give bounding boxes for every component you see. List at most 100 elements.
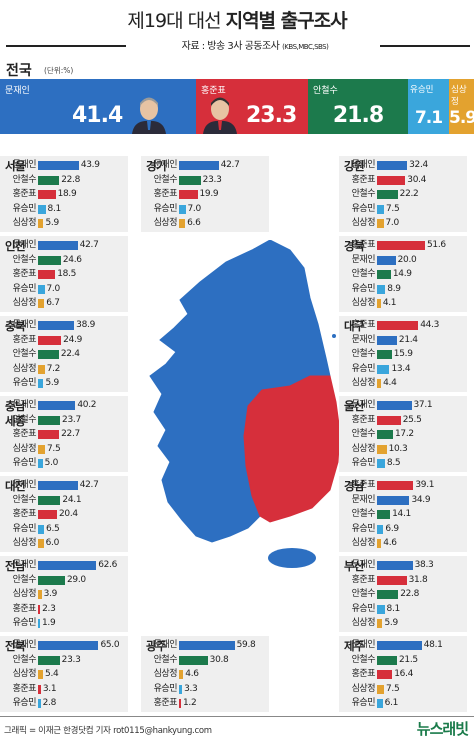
national-percentage: 23.3 <box>246 103 297 128</box>
candidate-name: 심상정 <box>12 443 37 454</box>
result-row: 홍준표 39.1 <box>339 479 467 492</box>
result-value: 39.1 <box>415 480 435 490</box>
result-value: 18.5 <box>57 269 77 279</box>
result-row: 안철수 22.8 <box>0 174 128 187</box>
result-value: 22.7 <box>61 429 80 439</box>
result-value: 7.0 <box>187 203 202 214</box>
result-bar <box>38 415 61 425</box>
candidate-name: 문재인 <box>12 640 37 650</box>
result-row: 안철수 24.6 <box>0 254 128 267</box>
candidate-name: 심상정 <box>12 669 37 679</box>
result-value: 7.5 <box>46 443 61 454</box>
result-row: 문재인 20.0 <box>339 254 467 267</box>
result-bar <box>377 561 413 570</box>
result-row: 심상정 7.2 <box>0 363 128 376</box>
result-row: 홍준표 1.2 <box>141 697 269 710</box>
result-row: 홍준표 16.4 <box>339 668 467 681</box>
result-bar <box>38 299 45 308</box>
result-bar <box>377 444 387 454</box>
candidate-name: 안철수 <box>12 174 37 185</box>
national-candidate-name: 유승민 <box>410 85 434 95</box>
region-card: 인천 문재인 42.7 안철수 24.6 홍준표 18.5 유승민 7.0 심상정 6.7 <box>0 236 128 312</box>
result-row: 유승민 8.1 <box>0 203 128 216</box>
result-bar <box>38 241 78 250</box>
national-percentage: 41.4 <box>72 103 123 128</box>
result-bar <box>38 575 65 585</box>
result-bar <box>179 655 208 665</box>
candidate-name: 안철수 <box>153 654 178 665</box>
result-row: 문재인 43.9 <box>0 159 128 172</box>
result-value: 24.1 <box>62 494 82 505</box>
candidate-name: 심상정 <box>351 378 376 388</box>
result-row: 홍준표 24.9 <box>0 334 128 347</box>
result-bar <box>377 459 385 468</box>
result-bar <box>38 655 60 665</box>
candidate-name: 유승민 <box>12 618 37 628</box>
result-value: 17.2 <box>394 429 414 439</box>
result-bar <box>38 684 41 694</box>
result-row: 홍준표 18.5 <box>0 268 128 281</box>
region-name: 경기 <box>146 159 167 173</box>
result-value: 7.0 <box>385 218 400 228</box>
result-row: 심상정 4.6 <box>141 668 269 681</box>
region-card: 서울 문재인 43.9 안철수 22.8 홍준표 18.9 유승민 8.1 심상정 5.9 <box>0 156 128 232</box>
result-row: 심상정 10.3 <box>339 443 467 456</box>
result-bar <box>38 481 78 490</box>
result-value: 42.7 <box>220 160 240 170</box>
candidate-name: 홍준표 <box>12 603 37 614</box>
candidate-name: 홍준표 <box>12 189 37 199</box>
result-row: 유승민 8.9 <box>339 283 467 296</box>
national-candidate-name: 심상정 <box>451 85 467 107</box>
result-bar <box>377 335 397 345</box>
result-bar <box>377 204 384 214</box>
candidate-name: 안철수 <box>12 574 37 585</box>
candidate-name: 문재인 <box>351 494 376 505</box>
result-value: 62.6 <box>98 560 118 570</box>
result-value: 25.5 <box>402 414 422 425</box>
result-value: 24.9 <box>63 334 82 345</box>
result-value: 8.1 <box>386 603 401 614</box>
result-row: 홍준표 51.6 <box>339 239 467 252</box>
region-card: 경남 홍준표 39.1 문재인 34.9 안철수 14.1 유승민 6.9 심상정 4.6 <box>339 476 467 552</box>
candidate-name: 유승민 <box>12 203 37 214</box>
result-value: 22.4 <box>60 349 80 359</box>
result-bar <box>38 604 41 614</box>
candidate-name: 문재인 <box>351 560 376 570</box>
candidate-name: 홍준표 <box>153 189 178 199</box>
national-result-bar: 문재인 41.4 홍준표 23.3 안철수 21.8 유승민 7.1 심상정 5.9 <box>0 79 474 134</box>
result-bar <box>377 641 422 650</box>
result-row: 유승민 6.1 <box>339 697 467 710</box>
result-bar <box>38 590 42 599</box>
result-bar <box>38 495 61 505</box>
result-value: 4.4 <box>383 378 397 388</box>
result-bar <box>377 655 397 665</box>
candidate-name: 홍준표 <box>351 574 376 585</box>
candidate-name: 유승민 <box>153 203 178 214</box>
result-value: 14.1 <box>392 509 411 519</box>
national-candidate-name: 안철수 <box>313 86 338 96</box>
region-name: 서울 <box>5 159 26 173</box>
title-rule-left <box>6 45 126 47</box>
region-name: 광주 <box>146 639 167 653</box>
result-bar <box>377 495 410 505</box>
result-value: 7.0 <box>46 283 61 294</box>
candidate-name: 안철수 <box>12 414 37 425</box>
source-broadcasters: (KBS,MBC,SBS) <box>282 43 329 51</box>
result-row: 심상정 7.5 <box>339 683 467 696</box>
result-row: 심상정 7.5 <box>0 443 128 456</box>
national-percentage: 7.1 <box>414 108 443 128</box>
result-value: 2.8 <box>42 698 57 708</box>
result-row: 문재인 62.6 <box>0 559 128 572</box>
region-name: 대전 <box>5 479 26 493</box>
result-row: 문재인 32.4 <box>339 159 467 172</box>
result-value: 5.9 <box>45 218 59 228</box>
candidate-name: 홍준표 <box>12 269 37 279</box>
result-value: 8.5 <box>386 458 401 468</box>
candidate-name: 유승민 <box>153 683 178 694</box>
candidate-name: 유승민 <box>351 603 376 614</box>
candidate-name: 유승민 <box>12 283 37 294</box>
result-value: 6.5 <box>46 523 60 534</box>
map-region-moon <box>149 240 331 543</box>
candidate-name: 심상정 <box>351 538 376 548</box>
region-name: 제주 <box>344 639 365 653</box>
